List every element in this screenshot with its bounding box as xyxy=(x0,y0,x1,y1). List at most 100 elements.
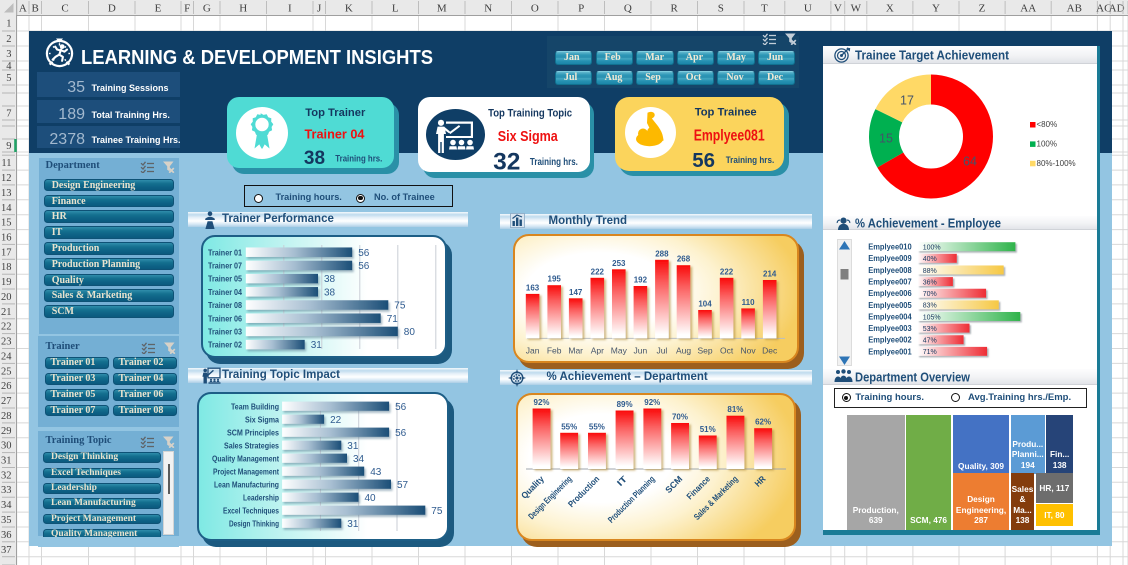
svg-text:Training hrs.: Training hrs. xyxy=(530,157,578,168)
svg-text:M: M xyxy=(437,3,447,15)
svg-text:AD: AD xyxy=(1109,3,1125,15)
svg-text:34: 34 xyxy=(1,500,12,511)
svg-text:Trainee Target Achievement: Trainee Target Achievement xyxy=(855,47,1010,62)
svg-text:Emplyee006: Emplyee006 xyxy=(868,289,912,298)
svg-text:A: A xyxy=(19,3,27,15)
svg-text:19: 19 xyxy=(1,277,12,288)
svg-text:Emplyee007: Emplyee007 xyxy=(868,278,912,287)
svg-text:23: 23 xyxy=(1,337,12,348)
svg-text:Emplyee002: Emplyee002 xyxy=(868,336,912,345)
svg-text:56: 56 xyxy=(395,427,407,438)
svg-text:SCM Principles: SCM Principles xyxy=(227,427,279,437)
svg-text:56: 56 xyxy=(692,149,715,172)
svg-text:36%: 36% xyxy=(923,279,937,286)
svg-text:222: 222 xyxy=(591,267,605,276)
svg-text:E: E xyxy=(155,3,162,15)
svg-text:Jul: Jul xyxy=(656,345,667,355)
svg-text:Emplyee010: Emplyee010 xyxy=(868,243,912,252)
svg-text:B: B xyxy=(32,3,39,15)
svg-text:5: 5 xyxy=(6,73,11,84)
svg-text:75: 75 xyxy=(394,300,406,311)
svg-text:Trainer 05: Trainer 05 xyxy=(208,274,242,284)
svg-text:Excel Techniques: Excel Techniques xyxy=(223,505,279,515)
svg-text:15: 15 xyxy=(879,131,893,145)
svg-text:80: 80 xyxy=(403,327,415,338)
svg-text:Design Thinking: Design Thinking xyxy=(229,518,279,528)
svg-text:24: 24 xyxy=(1,351,12,362)
svg-text:Training hrs.: Training hrs. xyxy=(335,154,382,165)
svg-text:Emplyee001: Emplyee001 xyxy=(868,347,912,356)
svg-text:100%: 100% xyxy=(923,245,941,252)
svg-text:Trainer 02: Trainer 02 xyxy=(208,340,242,350)
svg-text:2: 2 xyxy=(6,34,11,45)
svg-text:AC: AC xyxy=(1096,3,1111,15)
svg-text:Project Management: Project Management xyxy=(213,466,279,476)
svg-text:38: 38 xyxy=(324,274,336,285)
svg-text:May: May xyxy=(611,345,628,355)
svg-text:92%: 92% xyxy=(644,398,660,407)
svg-text:40%: 40% xyxy=(923,256,937,263)
svg-text:253: 253 xyxy=(612,258,626,267)
svg-text:Y: Y xyxy=(932,3,940,15)
svg-text:Trainer 07: Trainer 07 xyxy=(208,260,242,270)
svg-text:33: 33 xyxy=(1,485,12,496)
svg-text:31: 31 xyxy=(1,456,12,467)
svg-text:89%: 89% xyxy=(616,400,632,409)
svg-text:Production Planning: Production Planning xyxy=(605,473,656,524)
svg-text:1: 1 xyxy=(6,19,11,30)
svg-text:Jun: Jun xyxy=(634,345,648,355)
svg-text:K: K xyxy=(345,3,353,15)
svg-text:15: 15 xyxy=(1,218,12,229)
svg-text:28: 28 xyxy=(1,411,12,422)
svg-text:W: W xyxy=(851,3,862,15)
svg-text:56: 56 xyxy=(358,248,370,259)
svg-text:57: 57 xyxy=(397,479,409,490)
svg-text:Six Sigma: Six Sigma xyxy=(245,414,279,424)
svg-text:Top Training Topic: Top Training Topic xyxy=(488,107,572,119)
svg-text:17: 17 xyxy=(1,247,12,258)
svg-text:Emplyee004: Emplyee004 xyxy=(868,312,912,321)
svg-text:Trainer 04: Trainer 04 xyxy=(305,126,366,141)
svg-text:55%: 55% xyxy=(561,422,577,431)
svg-text:Z: Z xyxy=(979,3,986,15)
svg-text:14: 14 xyxy=(1,203,12,214)
svg-text:25: 25 xyxy=(1,366,12,377)
svg-text:53%: 53% xyxy=(923,326,937,333)
svg-text:Team Building: Team Building xyxy=(231,401,279,411)
svg-text:U: U xyxy=(804,3,812,15)
svg-text:147: 147 xyxy=(569,287,583,296)
svg-text:Emplyee081: Emplyee081 xyxy=(693,127,764,144)
svg-text:83%: 83% xyxy=(923,303,937,310)
svg-text:G: G xyxy=(203,3,211,15)
svg-text:Emplyee005: Emplyee005 xyxy=(868,301,912,310)
svg-text:47%: 47% xyxy=(923,338,937,345)
svg-text:L: L xyxy=(392,3,399,15)
svg-text:7: 7 xyxy=(6,109,11,120)
svg-text:26: 26 xyxy=(1,381,12,392)
svg-text:Feb: Feb xyxy=(547,345,562,355)
svg-text:31: 31 xyxy=(348,440,360,451)
svg-text:Trainer 08: Trainer 08 xyxy=(208,300,242,310)
svg-text:I: I xyxy=(288,3,292,15)
svg-text:192: 192 xyxy=(634,275,648,284)
svg-text:N: N xyxy=(484,3,492,15)
svg-text:Six Sigma: Six Sigma xyxy=(498,128,559,145)
svg-text:70%: 70% xyxy=(923,291,937,298)
svg-text:92%: 92% xyxy=(533,398,549,407)
svg-text:Top Trainee: Top Trainee xyxy=(694,107,756,119)
svg-text:32: 32 xyxy=(1,470,12,481)
svg-text:Dec: Dec xyxy=(762,345,778,355)
svg-text:100%: 100% xyxy=(1037,139,1057,148)
svg-text:Trainer 04: Trainer 04 xyxy=(208,287,242,297)
svg-text:T: T xyxy=(761,3,768,15)
svg-text:64: 64 xyxy=(963,154,977,168)
svg-text:163: 163 xyxy=(526,283,540,292)
svg-text:22: 22 xyxy=(1,322,12,333)
svg-text:214: 214 xyxy=(763,269,777,278)
svg-text:HR: HR xyxy=(752,473,767,488)
svg-text:22: 22 xyxy=(330,414,342,425)
svg-text:Sep: Sep xyxy=(697,345,712,355)
svg-text:20: 20 xyxy=(1,292,12,303)
svg-text:X: X xyxy=(886,3,894,15)
svg-text:268: 268 xyxy=(677,254,691,263)
